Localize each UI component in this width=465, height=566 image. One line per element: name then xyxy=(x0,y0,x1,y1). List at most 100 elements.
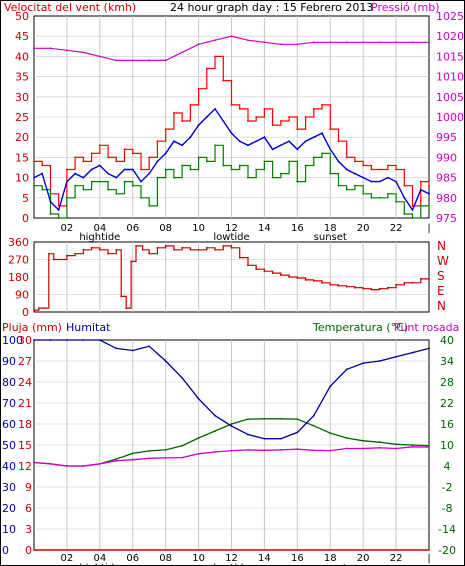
data-point-dewpoint xyxy=(378,446,381,449)
data-point-gust xyxy=(214,55,216,58)
compass-letter: N xyxy=(437,239,446,253)
wind-y-ticks: 0 5 10 15 20 25 30 35 40 45 50 xyxy=(15,10,29,225)
data-point-gust xyxy=(263,108,266,110)
data-point-pressure xyxy=(197,43,200,46)
data-point-direction xyxy=(247,264,249,267)
data-point-minimum xyxy=(148,204,151,207)
data-point-gust xyxy=(115,160,118,163)
data-point-direction xyxy=(271,272,274,275)
data-point-average xyxy=(386,176,389,179)
data-point-humidity xyxy=(197,397,200,400)
data-point-humidity xyxy=(247,433,249,436)
humidity-y-tick-label: 70 xyxy=(2,397,16,410)
data-point-average xyxy=(214,108,216,110)
data-point-humidity xyxy=(395,355,397,358)
data-point-gust xyxy=(90,152,93,155)
wind-y-tick-label: 15 xyxy=(15,151,29,164)
data-point-dewpoint xyxy=(395,447,397,450)
data-point-temperature xyxy=(395,443,397,446)
data-point-average xyxy=(428,192,430,195)
x-tick-label: 20 xyxy=(357,223,370,234)
rain-humidity-temp-panel: Pluja (mm) Humitat Temperatura (°C) Punt… xyxy=(2,321,459,566)
data-point-minimum xyxy=(304,164,307,167)
wind-y-tick-label: 5 xyxy=(22,192,29,205)
pressure-y-tick-label: 1005 xyxy=(436,91,464,104)
data-point-minimum xyxy=(189,168,192,171)
data-point-average xyxy=(172,140,175,143)
x-tick-label: 06 xyxy=(126,223,139,234)
humidity-y-tick-label: 0 xyxy=(2,544,9,557)
data-point-average xyxy=(337,160,340,163)
data-point-dewpoint xyxy=(247,449,249,451)
data-point-direction xyxy=(329,283,332,286)
pressure-y-tick-label: 975 xyxy=(436,212,457,225)
data-point-gust xyxy=(288,116,291,118)
data-point-average xyxy=(419,188,422,191)
data-point-temperature xyxy=(411,444,414,446)
data-point-humidity xyxy=(148,345,151,348)
data-point-average xyxy=(279,144,282,147)
wind-y-tick-label: 40 xyxy=(15,50,29,63)
data-point-direction xyxy=(82,248,85,251)
data-point-gust xyxy=(107,156,109,159)
data-point-minimum xyxy=(395,200,397,203)
data-point-dewpoint xyxy=(296,448,299,451)
data-point-direction xyxy=(74,252,77,255)
humidity-y-tick-label: 40 xyxy=(2,460,16,473)
data-point-average xyxy=(296,148,299,151)
data-point-gust xyxy=(230,103,233,106)
data-point-pressure xyxy=(247,39,249,42)
data-point-temperature xyxy=(378,441,381,444)
data-point-average xyxy=(41,172,44,175)
data-point-direction xyxy=(90,246,93,249)
data-point-dewpoint xyxy=(115,459,118,462)
compass-letter: N xyxy=(437,299,446,313)
tide-annotation: lowtide xyxy=(213,232,249,243)
data-point-humidity xyxy=(345,368,348,371)
data-point-direction xyxy=(115,248,118,251)
data-point-dewpoint xyxy=(345,447,348,450)
data-point-pressure xyxy=(164,59,167,62)
data-point-direction xyxy=(370,288,373,291)
pressure-y-tick-label: 1000 xyxy=(436,111,464,124)
data-point-average xyxy=(115,176,118,179)
x-tick-label: 12 xyxy=(225,223,238,234)
wind-axis-label: Velocitat del vent (kmh) xyxy=(4,1,136,14)
data-point-dewpoint xyxy=(329,449,332,452)
data-point-direction xyxy=(230,246,233,249)
data-point-minimum xyxy=(74,184,77,187)
data-point-gust xyxy=(411,204,414,207)
wind-y-tick-label: 25 xyxy=(15,111,29,124)
data-point-pressure xyxy=(395,41,397,44)
data-point-gust xyxy=(403,184,406,187)
x-tick-label: 18 xyxy=(324,223,337,234)
data-point-gust xyxy=(386,164,389,167)
rain-y-tick-label: 18 xyxy=(18,418,32,431)
x-tick-label: 22 xyxy=(390,553,403,564)
temperature-y-tick-label: 28 xyxy=(440,376,454,389)
data-point-humidity xyxy=(131,349,134,352)
data-point-dewpoint xyxy=(411,445,414,448)
data-point-minimum xyxy=(247,176,249,179)
data-point-dewpoint xyxy=(131,458,134,461)
data-point-pressure xyxy=(98,55,101,58)
direction-series xyxy=(33,244,430,311)
data-point-direction xyxy=(130,260,133,263)
data-point-direction xyxy=(125,307,128,310)
data-point-gust xyxy=(362,164,365,167)
data-point-pressure xyxy=(66,49,68,52)
data-point-direction xyxy=(135,244,137,247)
data-point-minimum xyxy=(214,144,216,147)
data-point-gust xyxy=(354,160,356,163)
data-point-dewpoint xyxy=(214,451,216,453)
pressure-y-tick-label: 1010 xyxy=(436,71,464,84)
pressure-y-tick-label: 1020 xyxy=(436,30,464,43)
data-point-average xyxy=(403,196,406,199)
humidity-y-tick-label: 80 xyxy=(2,376,16,389)
data-point-gust xyxy=(329,128,332,131)
data-point-temperature xyxy=(214,430,216,432)
data-point-humidity xyxy=(33,339,35,341)
data-point-direction xyxy=(33,309,35,311)
data-point-average xyxy=(222,120,225,122)
